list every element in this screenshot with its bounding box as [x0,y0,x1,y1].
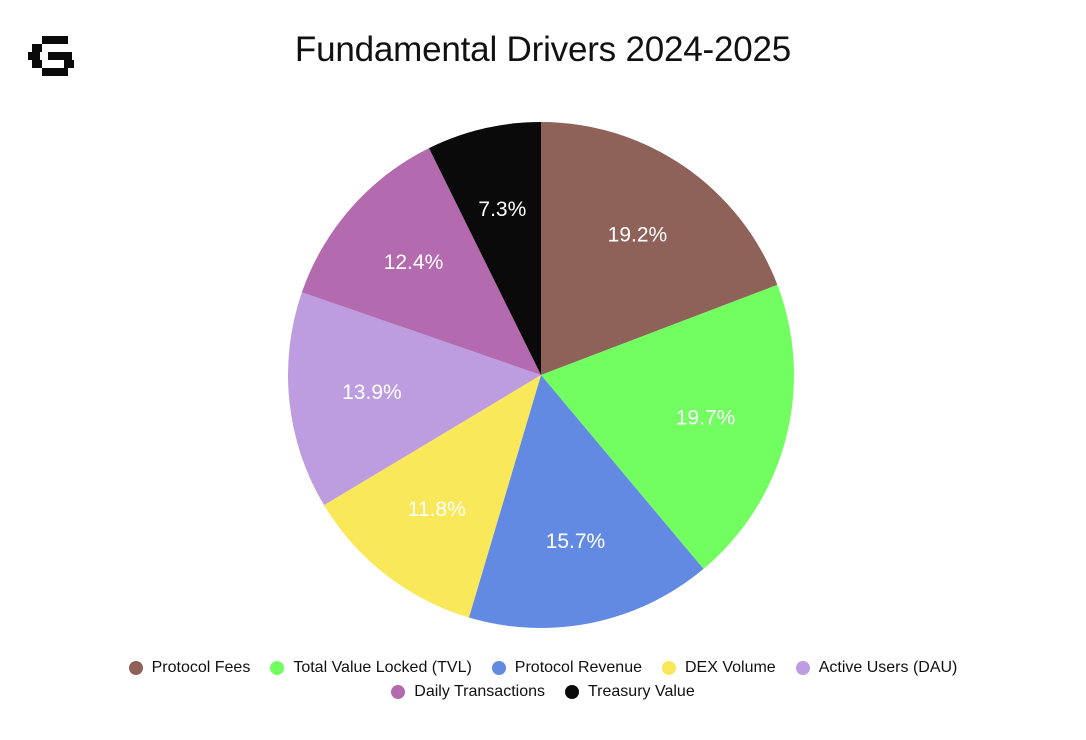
legend-item-dex-volume: DEX Volume [661,656,776,680]
legend-item-protocol-fees: Protocol Fees [128,656,251,680]
legend-label: DEX Volume [684,659,776,676]
pie-slice-dex-volume [324,375,541,618]
pie-slice-active-users-dau [287,292,541,506]
legend-item-daily-transactions: Daily Transactions [391,680,545,704]
legend-swatch [491,661,506,675]
chart-title: Fundamental Drivers 2024-2025 [294,30,792,69]
legend-swatch [128,661,143,675]
slice-label-dex-volume: 11.8% [408,498,466,521]
slice-label-total-value-locked-tvl: 19.7% [676,406,736,429]
legend-label: Daily Transactions [414,683,545,700]
legend-item-total-value-locked-tvl: Total Value Locked (TVL) [270,656,472,680]
pie-slice-total-value-locked-tvl [541,284,794,569]
slice-label-protocol-fees: 19.2% [608,223,668,246]
legend-row: Daily Transactions Treasury Value [0,680,1086,704]
slice-label-daily-transactions: 12.4% [384,251,444,274]
chart-legend: Protocol Fees Total Value Locked (TVL) Pro… [0,656,1086,704]
legend-swatch [270,661,285,675]
legend-swatch [391,685,406,699]
legend-swatch [565,685,579,699]
legend-item-treasury-value: Treasury Value [565,680,695,704]
legend-label: Protocol Fees [151,659,251,676]
slice-label-active-users-dau: 13.9% [342,381,402,404]
pie-slice-daily-transactions [301,148,541,375]
legend-item-protocol-revenue: Protocol Revenue [491,656,642,680]
legend-item-active-users-dau: Active Users (DAU) [795,656,958,680]
pie-slice-protocol-fees [541,122,778,375]
legend-label: Active Users (DAU) [818,659,958,676]
legend-label: Protocol Revenue [514,659,642,676]
slice-label-treasury-value: 7.3% [478,198,526,221]
legend-label: Total Value Locked (TVL) [293,659,472,676]
pie-slice-protocol-revenue [468,375,704,628]
pixel-g-logo-icon [28,36,74,76]
legend-row: Protocol Fees Total Value Locked (TVL) Pro… [0,656,1086,680]
pie-slice-treasury-value [428,122,541,375]
legend-swatch [795,661,810,675]
legend-label: Treasury Value [588,683,695,700]
slice-label-protocol-revenue: 15.7% [546,530,606,553]
legend-swatch [661,661,676,675]
